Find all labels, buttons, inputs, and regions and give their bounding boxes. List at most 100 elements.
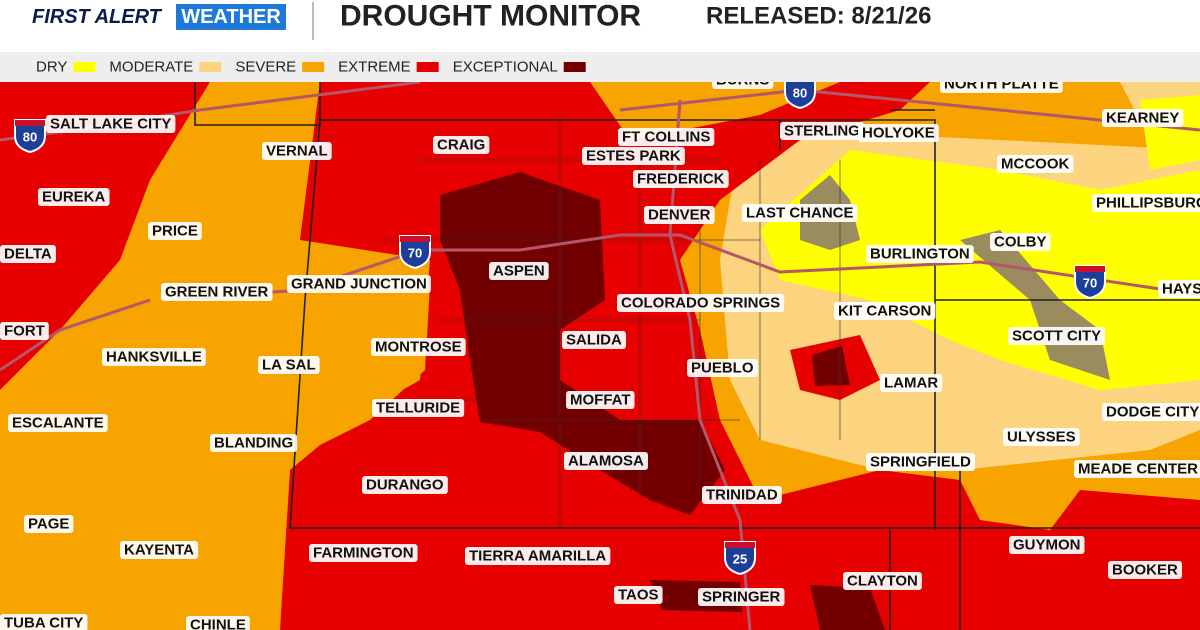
city-label-bg bbox=[843, 572, 922, 590]
city-label: HANKSVILLE bbox=[106, 349, 202, 366]
city-label: PHILLIPSBURG bbox=[1096, 195, 1200, 212]
city-label: TUBA CITY bbox=[4, 615, 83, 630]
city-label: TRINIDAD bbox=[706, 487, 778, 504]
city-label: COLORADO SPRINGS bbox=[621, 295, 780, 312]
city-label-bg bbox=[258, 356, 320, 374]
city-label-bg bbox=[0, 614, 88, 630]
city-label-bg bbox=[38, 188, 110, 206]
city-label: CRAIG bbox=[437, 137, 485, 154]
interstate-shields: 80 80 70 70 25 bbox=[14, 82, 1106, 576]
city-label: LAMAR bbox=[884, 375, 938, 392]
city-label: MONTROSE bbox=[375, 339, 462, 356]
city-label-bg bbox=[1003, 428, 1080, 446]
state-border bbox=[194, 82, 321, 126]
city-label-bg bbox=[1074, 460, 1200, 478]
city-label: LAST CHANCE bbox=[746, 205, 854, 222]
city-label: ESCALANTE bbox=[12, 415, 104, 432]
city-label-bg bbox=[465, 547, 611, 565]
city-label: MOFFAT bbox=[570, 392, 631, 409]
city-label-bg bbox=[1102, 403, 1200, 421]
shield-top bbox=[15, 120, 45, 126]
city-label: PAGE bbox=[28, 516, 69, 533]
city-label: FARMINGTON bbox=[313, 545, 414, 562]
city-label: SALT LAKE CITY bbox=[50, 116, 171, 133]
city-label: TELLURIDE bbox=[376, 400, 460, 417]
city-label: DURANGO bbox=[366, 477, 444, 494]
city-label-bg bbox=[309, 544, 418, 562]
city-label: EUREKA bbox=[42, 189, 106, 206]
city-label: GRAND JUNCTION bbox=[291, 276, 427, 293]
city-label: SCOTT CITY bbox=[1012, 328, 1101, 345]
highway bbox=[619, 88, 1200, 132]
legend-label: EXTREME bbox=[338, 59, 411, 76]
city-label-bg bbox=[866, 245, 974, 263]
legend: DRY MODERATE SEVERE EXTREME EXCEPTIONAL bbox=[36, 59, 586, 76]
city-label: KAYENTA bbox=[124, 542, 194, 559]
city-label-bg bbox=[858, 124, 939, 142]
city-label-bg bbox=[880, 374, 943, 392]
logo-box bbox=[176, 4, 286, 30]
city-label-bg bbox=[742, 204, 858, 222]
interstate-number: 70 bbox=[1083, 276, 1097, 291]
shield-shape bbox=[784, 82, 816, 110]
shield-shape bbox=[14, 119, 46, 154]
city-label: FT COLLINS bbox=[622, 129, 710, 146]
city-label-bg bbox=[1102, 109, 1184, 127]
city-label-bg bbox=[1108, 561, 1183, 579]
city-label-bg bbox=[0, 245, 56, 263]
city-label-bg bbox=[698, 588, 785, 606]
state-border bbox=[289, 119, 1200, 530]
legend-label: SEVERE bbox=[235, 59, 296, 76]
legend-swatch bbox=[416, 62, 439, 72]
city-label-bg bbox=[287, 275, 431, 293]
city-label: ESTES PARK bbox=[586, 148, 681, 165]
city-label-bg bbox=[186, 616, 250, 630]
city-label: ASPEN bbox=[493, 263, 545, 280]
city-label-bg bbox=[564, 452, 648, 470]
city-label: CHINLE bbox=[190, 617, 246, 630]
highway bbox=[0, 298, 151, 372]
city-label: LA SAL bbox=[262, 357, 316, 374]
city-label-bg bbox=[687, 359, 758, 377]
shield-shape bbox=[1074, 265, 1106, 300]
city-label-bg bbox=[24, 515, 74, 533]
exceptional-area bbox=[440, 172, 725, 515]
city-label: SPRINGFIELD bbox=[870, 454, 971, 471]
city-label-bg bbox=[1008, 327, 1106, 345]
city-label-bg bbox=[120, 541, 199, 559]
city-label-bg bbox=[566, 391, 635, 409]
city-label: DODGE CITY bbox=[1106, 404, 1199, 421]
city-label-bg bbox=[371, 338, 466, 356]
city-label: DENVER bbox=[648, 207, 711, 224]
legend-swatch bbox=[563, 62, 586, 72]
shield-top bbox=[1075, 266, 1105, 272]
logo-first: FIRST ALERT bbox=[32, 6, 163, 28]
city-label-bg bbox=[489, 262, 549, 280]
legend-label: EXCEPTIONAL bbox=[453, 59, 558, 76]
legend-swatch bbox=[73, 62, 96, 72]
city-label: PUEBLO bbox=[691, 360, 754, 377]
city-label-bg bbox=[262, 142, 332, 160]
dry-area bbox=[1140, 95, 1200, 170]
city-label: NORTH PLATTE bbox=[944, 76, 1059, 93]
city-label: DELTA bbox=[4, 246, 52, 263]
legend-label: DRY bbox=[36, 59, 67, 76]
city-label: SALIDA bbox=[566, 332, 622, 349]
city-label: STERLING bbox=[784, 123, 860, 140]
city-label-bg bbox=[712, 82, 774, 89]
city-label-bg bbox=[582, 147, 685, 165]
city-label-bg bbox=[614, 586, 663, 604]
map: BURNS NORTH PLATTE SALT LAKE CITY VERNAL CRA… bbox=[0, 76, 1200, 630]
city-label: HAYS bbox=[1162, 281, 1200, 298]
city-label-bg bbox=[866, 453, 976, 471]
city-label: KEARNEY bbox=[1106, 110, 1179, 127]
city-label-bg bbox=[644, 206, 715, 224]
city-label-bg bbox=[0, 322, 49, 340]
city-label-bg bbox=[562, 331, 626, 349]
city-label: BURLINGTON bbox=[870, 246, 970, 263]
city-label-bg bbox=[210, 434, 298, 452]
city-label-bg bbox=[148, 222, 202, 240]
city-label-bg bbox=[702, 486, 782, 504]
city-label: GUYMON bbox=[1013, 537, 1081, 554]
